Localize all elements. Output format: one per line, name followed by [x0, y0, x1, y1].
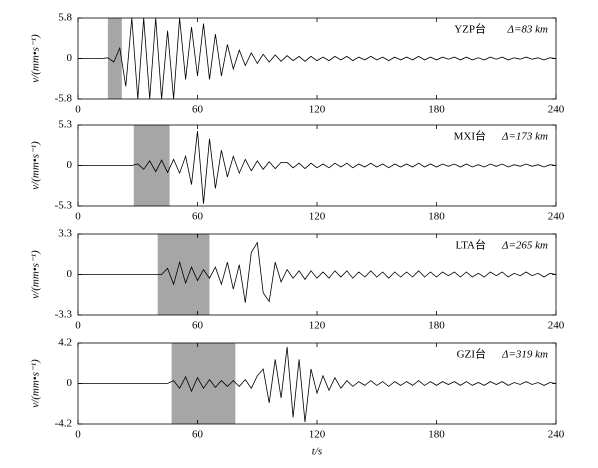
shaded-window — [107, 18, 122, 99]
x-tick-label: 120 — [309, 320, 326, 332]
waveform — [78, 241, 556, 303]
x-tick-label: 120 — [309, 211, 326, 223]
x-tick-label: 180 — [428, 320, 445, 332]
y-tick-label: -3.3 — [55, 309, 73, 321]
station-label: LTA台 — [456, 238, 487, 252]
y-tick-label: 5.3 — [58, 119, 72, 131]
x-tick-label: 240 — [548, 320, 565, 332]
x-tick-label: 0 — [75, 320, 81, 332]
station-label: YZP台 — [454, 22, 486, 36]
shaded-window — [171, 343, 236, 424]
distance-label: Δ=173 km — [501, 131, 548, 143]
x-tick-label: 240 — [548, 104, 565, 116]
y-tick-label: -5.8 — [55, 93, 73, 105]
x-tick-label: 240 — [548, 429, 565, 441]
y-axis-label: v/(mm•s⁻¹) — [30, 141, 42, 190]
y-axis-label: v/(mm•s⁻¹) — [30, 250, 42, 299]
station-label: MXI台 — [454, 129, 486, 143]
x-tick-label: 60 — [192, 104, 204, 116]
y-tick-label: 0 — [67, 159, 73, 171]
y-axis-label: v/(mm•s⁻¹) — [30, 34, 42, 83]
station-label: GZI台 — [457, 347, 486, 361]
distance-label: Δ=83 km — [507, 24, 549, 36]
x-tick-label: 0 — [75, 104, 81, 116]
x-tick-label: 60 — [192, 429, 204, 441]
x-axis-label: t/s — [312, 446, 322, 458]
x-tick-label: 60 — [192, 320, 204, 332]
y-tick-label: 3.3 — [58, 228, 72, 240]
distance-label: Δ=265 km — [501, 240, 548, 252]
y-tick-label: 4.2 — [58, 337, 72, 349]
waveform — [78, 18, 556, 99]
x-tick-label: 240 — [548, 211, 565, 223]
x-tick-label: 180 — [428, 104, 445, 116]
y-tick-label: 5.8 — [58, 12, 72, 24]
x-tick-label: 180 — [428, 429, 445, 441]
y-tick-label: -4.2 — [55, 418, 72, 430]
y-tick-label: 0 — [67, 268, 73, 280]
x-tick-label: 120 — [309, 429, 326, 441]
waveform — [78, 131, 556, 204]
shaded-window — [157, 234, 210, 315]
y-tick-label: 0 — [67, 52, 73, 64]
y-axis-label: v/(mm•s⁻¹) — [30, 359, 42, 408]
waveform — [78, 346, 556, 423]
distance-label: Δ=319 km — [501, 349, 548, 361]
x-tick-label: 0 — [75, 429, 81, 441]
x-tick-label: 0 — [75, 211, 81, 223]
y-tick-label: 0 — [67, 377, 73, 389]
x-tick-label: 180 — [428, 211, 445, 223]
x-tick-label: 60 — [192, 211, 204, 223]
y-tick-label: -5.3 — [55, 200, 73, 212]
x-tick-label: 120 — [309, 104, 326, 116]
